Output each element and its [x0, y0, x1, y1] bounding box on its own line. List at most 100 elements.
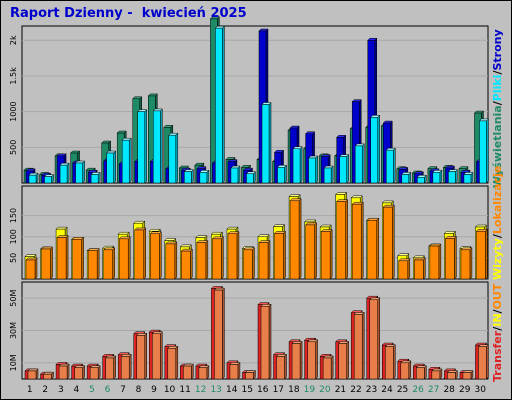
lokalizacje-bar — [134, 227, 147, 280]
x-day-label: 26 — [412, 385, 424, 395]
pliki-bar-top — [463, 172, 474, 175]
in-bar — [338, 340, 350, 380]
in-bar-front — [338, 343, 347, 380]
lokalizacje-bar-side — [50, 246, 53, 280]
in-bar-top — [400, 360, 412, 364]
lokalizacje-bar-top — [429, 243, 442, 247]
x-day-label: 21 — [335, 385, 346, 395]
in-bar-front — [291, 343, 301, 380]
wizyty-bar-top — [397, 253, 410, 256]
pliki-bar — [370, 114, 381, 184]
lokalizacje-bar-side — [252, 247, 255, 280]
in-bar-front — [447, 372, 456, 380]
pliki-bar — [59, 162, 70, 184]
lokalizacje-bar — [40, 246, 54, 280]
pliki-bar-side — [128, 137, 132, 184]
in-bar-top — [182, 363, 194, 367]
lokalizacje-bar-side — [34, 257, 38, 280]
x-day-label: 28 — [443, 385, 455, 395]
in-bar — [477, 344, 490, 380]
in-bar-top — [291, 341, 303, 344]
panel-2-ytick-label: 100 — [9, 229, 18, 244]
in-bar-top — [151, 331, 163, 334]
in-bar-side — [268, 303, 272, 380]
lokalizacje-bar-side — [485, 228, 488, 280]
in-bar-top — [369, 297, 381, 301]
in-bar-front — [245, 372, 254, 380]
lokalizacje-bar — [56, 234, 69, 280]
in-bar-front — [400, 362, 410, 380]
pliki-bar-top — [74, 160, 86, 164]
lokalizacje-bar-front — [72, 239, 82, 280]
in-bar — [291, 340, 303, 380]
in-bar-top — [73, 365, 86, 368]
pliki-bar-side — [175, 132, 179, 184]
pliki-bar-top — [152, 108, 163, 112]
lokalizacje-bar-front — [336, 201, 346, 280]
in-bar-top — [58, 363, 70, 367]
pliki-bar-front — [308, 157, 316, 184]
in-bar-side — [160, 331, 163, 380]
in-bar — [260, 303, 272, 380]
in-bar-side — [315, 339, 318, 380]
pliki-bar-top — [276, 165, 288, 168]
legend-entry: OUT — [491, 283, 504, 310]
pliki-bar-side — [346, 153, 349, 184]
lokalizacje-bar — [273, 230, 287, 280]
lokalizacje-bar — [398, 258, 411, 280]
pliki-bar — [276, 164, 288, 184]
lokalizacje-bar-side — [221, 236, 224, 280]
lokalizacje-bar — [289, 198, 302, 280]
lokalizacje-bar-side — [81, 236, 84, 280]
lokalizacje-bar-front — [351, 203, 362, 280]
lokalizacje-bar-top — [25, 257, 38, 261]
in-bar-front — [105, 357, 114, 380]
wizyty-bar-top — [133, 220, 146, 224]
wizyty-bar-top — [257, 234, 270, 237]
lokalizacje-bar — [103, 247, 116, 280]
in-bar-side — [284, 353, 287, 380]
pliki-bar-front — [339, 156, 347, 184]
pliki-bar-front — [168, 134, 177, 184]
x-day-label: 23 — [366, 385, 377, 395]
lokalizacje-bar-front — [429, 245, 440, 280]
pliki-bar — [354, 143, 365, 184]
pliki-bar-top — [307, 155, 319, 159]
lokalizacje-bar-front — [460, 249, 471, 280]
panel-3-ytick-label: 10M — [9, 354, 18, 371]
pliki-bar — [199, 169, 210, 184]
pliki-bar-front — [75, 162, 83, 184]
in-bar — [136, 332, 148, 380]
lokalizacje-bar-side — [376, 217, 379, 280]
lokalizacje-bar-front — [383, 206, 393, 280]
wizyty-bar-top — [117, 231, 130, 235]
lokalizacje-bar-front — [196, 242, 207, 280]
wyswietlania-bar-top — [101, 140, 112, 144]
lokalizacje-bar-front — [103, 249, 113, 280]
pliki-bar-side — [222, 25, 225, 184]
in-bar-top — [446, 370, 459, 373]
pliki-bar-side — [268, 101, 272, 184]
wizyty-bar-top — [210, 231, 224, 235]
in-bar-front — [43, 373, 52, 380]
strony-bar-top — [56, 153, 67, 157]
lokalizacje-bar-front — [414, 259, 424, 280]
pliki-bar — [121, 137, 132, 184]
in-bar — [446, 369, 459, 380]
lokalizacje-bar-side — [407, 258, 411, 280]
pliki-bar-side — [284, 164, 287, 184]
wizyty-bar-top — [381, 200, 394, 204]
x-day-label: 16 — [257, 385, 269, 395]
lokalizacje-bar-front — [25, 259, 36, 280]
lokalizacje-bar-side — [438, 243, 442, 280]
lokalizacje-bar — [196, 240, 209, 280]
in-bar-front — [276, 356, 285, 380]
pliki-bar — [478, 118, 490, 184]
in-bar — [213, 287, 226, 380]
in-bar-top — [105, 355, 117, 359]
lokalizacje-bar-top — [118, 236, 131, 240]
legend-entry: Transfer — [491, 330, 504, 382]
pliki-bar-top — [261, 102, 272, 105]
lokalizacje-bar-front — [41, 248, 51, 280]
panel-1-ytick-label: 500 — [9, 140, 18, 155]
